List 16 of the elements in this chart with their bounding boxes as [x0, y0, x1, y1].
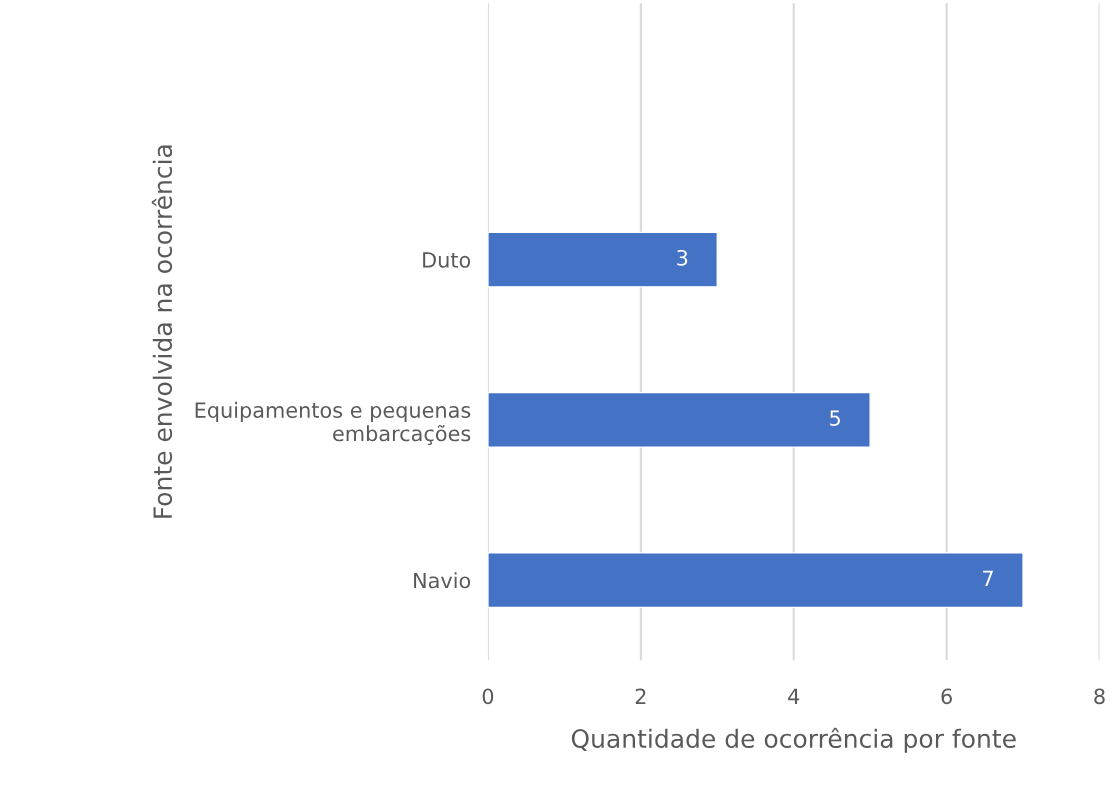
bar	[487, 231, 718, 288]
bar	[487, 391, 871, 448]
x-tick-label: 8	[1094, 688, 1105, 705]
y-tick-label: Navio	[414, 572, 471, 589]
bar	[487, 552, 1024, 609]
x-tick-label: 2	[635, 688, 646, 704]
x-axis-title: Quantidade de ocorrência por fonte	[571, 727, 1016, 753]
data-label: 3	[677, 249, 688, 266]
x-tick-label: 0	[482, 688, 494, 705]
x-tick-label: 4	[788, 688, 800, 704]
y-axis-title: Fonte envolvida na ocorrência	[151, 145, 173, 518]
y-tick-label: Equipamentos e pequenas embarcações	[195, 401, 471, 446]
x-tick-label: 6	[941, 688, 952, 705]
data-label: 5	[830, 410, 840, 426]
data-label: 7	[983, 570, 993, 586]
y-tick-label: Duto	[423, 252, 471, 268]
